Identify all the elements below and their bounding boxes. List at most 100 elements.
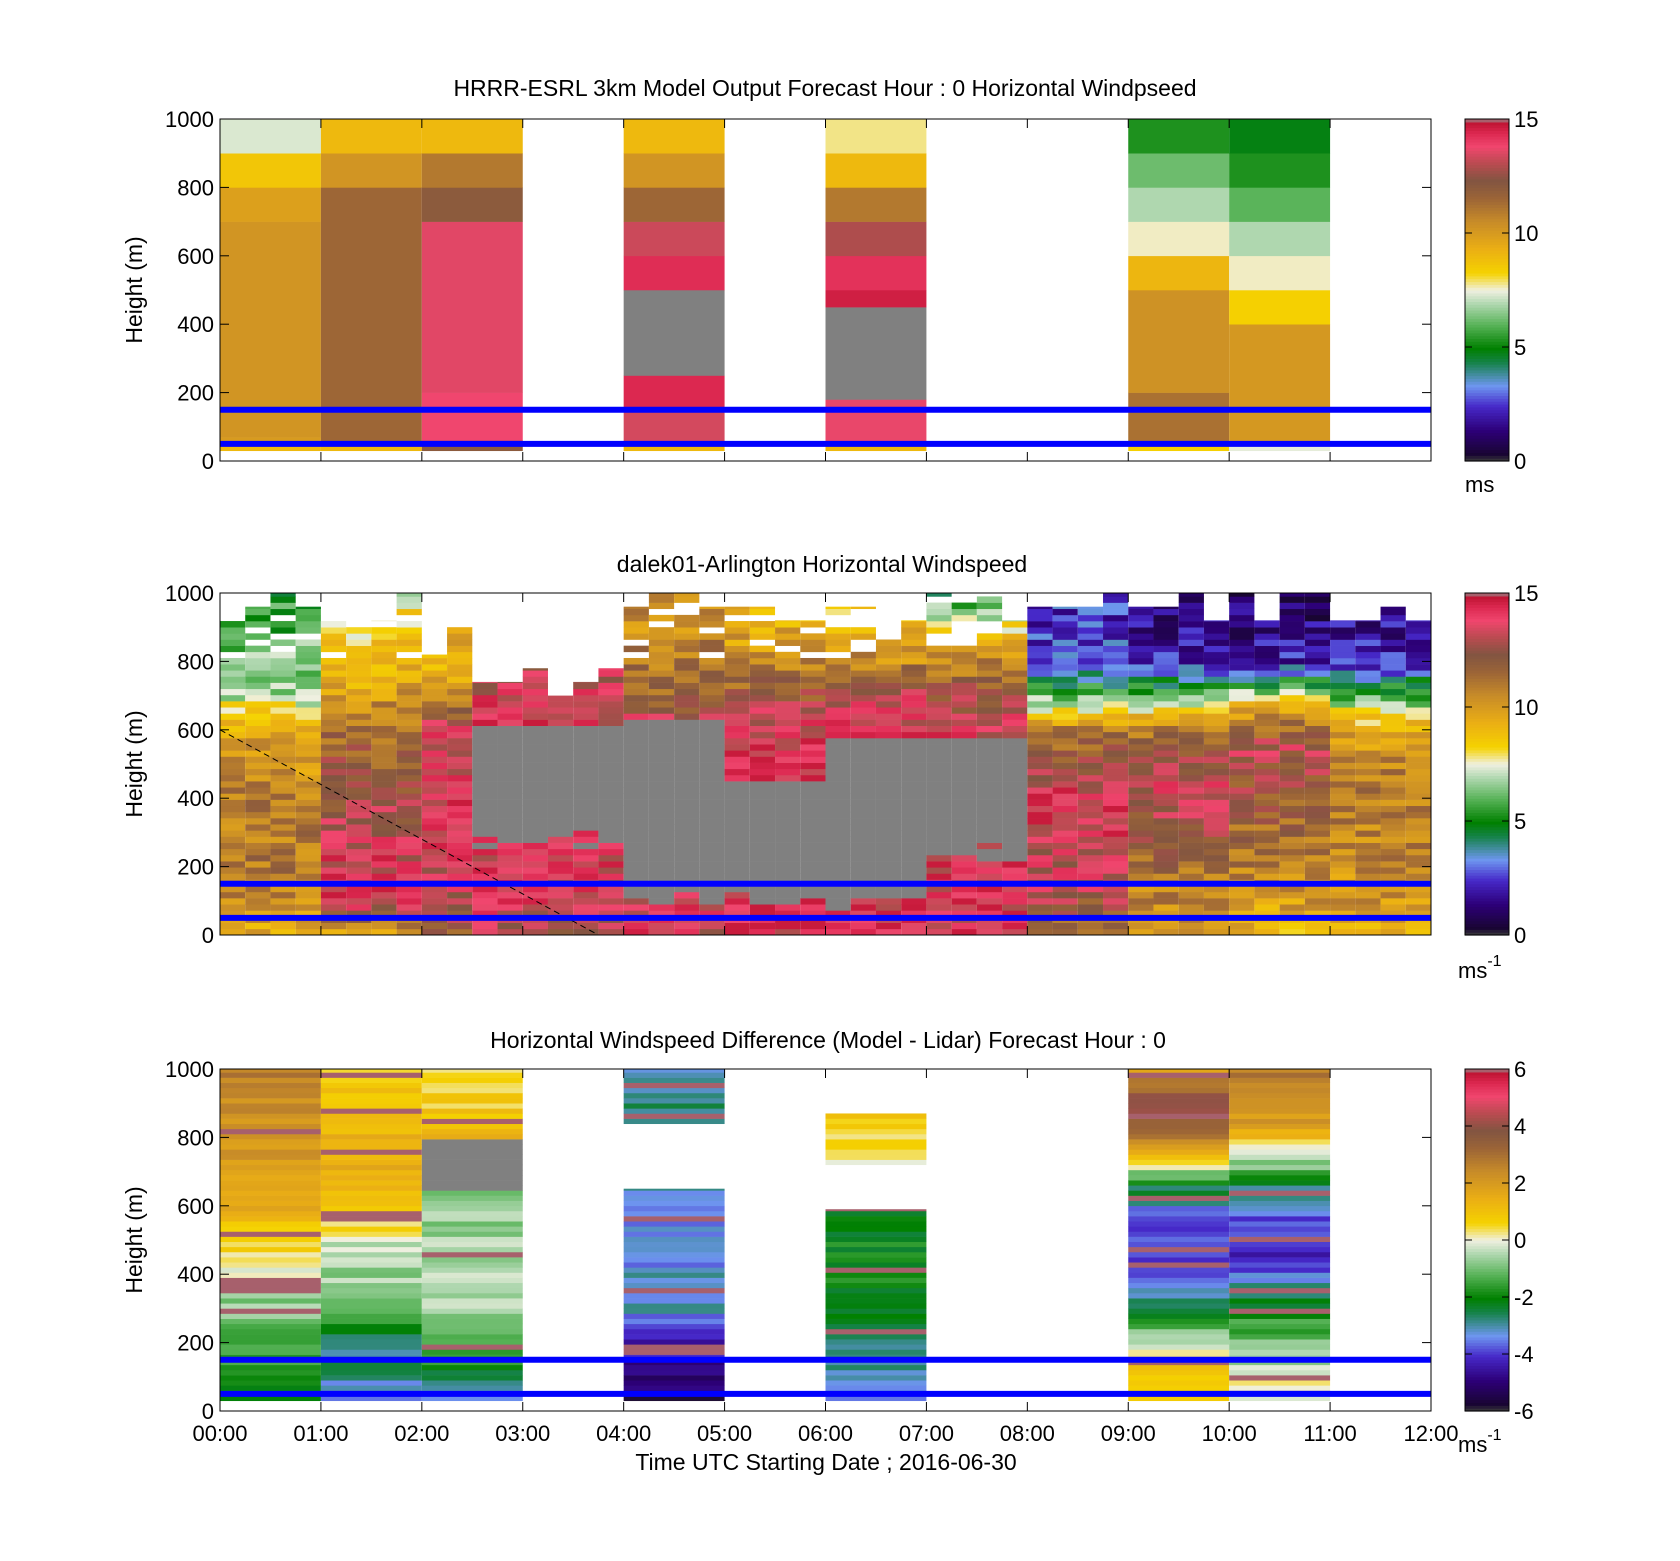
lidar-cell-11-2-18 [1380, 922, 1406, 930]
diff-cell-6-165 [1229, 1349, 1331, 1355]
diff-cell-2-885 [421, 1103, 523, 1109]
diff-cell-2-375 [421, 1277, 523, 1284]
lidar-cell-11-1-216 [1355, 854, 1381, 862]
lidar-cell-1-3-378 [396, 799, 422, 807]
lidar-cell-6-2-810 [875, 651, 902, 659]
lidar-cell-6-1-576 [850, 731, 876, 739]
colorbar-segment [1465, 409, 1509, 414]
colorbar-segment [1465, 1342, 1509, 1347]
lidar-cell-10-3-414 [1304, 787, 1331, 794]
lidar-cell-6-3-396 [901, 793, 927, 800]
colorbar-segment [1465, 221, 1509, 226]
lidar-cell-10-2-288 [1279, 830, 1305, 837]
lidar-cell-11-3-162 [1405, 873, 1431, 880]
lidar-cell-7-1-234 [951, 848, 977, 856]
lidar-cell-8-0-234 [1027, 848, 1053, 856]
diff-cell-3-540 [623, 1221, 725, 1227]
lidar-cell-6-0-612 [825, 719, 851, 726]
lidar-cell-6-3-18 [901, 922, 927, 930]
lidar-cell-6-2-522 [875, 750, 902, 757]
diff-cell-5-750 [1128, 1149, 1230, 1155]
lidar-cell-8-0-378 [1027, 799, 1053, 807]
colorbar-segment [1465, 247, 1509, 251]
colorbar-segment [1465, 278, 1509, 283]
lidar-cell-10-1-162 [1254, 873, 1280, 880]
lidar-cell-3-2-594 [522, 725, 548, 733]
model-cell-1-3 [320, 119, 422, 154]
lidar-cell-10-2-918 [1279, 614, 1305, 622]
model-cell-4-7 [825, 153, 927, 188]
lidar-cell-5-1-648 [749, 707, 776, 714]
lidar-cell-7-2-396 [976, 793, 1003, 800]
lidar-cell-9-2-378 [1178, 799, 1204, 807]
model-cell-0-5 [220, 119, 321, 154]
lidar-cell-11-2-360 [1380, 805, 1406, 813]
lidar-cell-0-1-180 [245, 867, 271, 874]
lidar-cell-8-2-846 [1077, 639, 1104, 646]
lidar-cell-8-0-792 [1027, 657, 1053, 665]
diff-cell-1-975 [320, 1072, 422, 1078]
lidar-cell-1-3-90 [396, 898, 422, 905]
lidar-cell-11-1-378 [1355, 799, 1381, 807]
lidar-cell-9-2-522 [1178, 750, 1204, 757]
lidar-cell-3-2-666 [522, 701, 548, 708]
diff-cell-2-180 [421, 1344, 523, 1350]
lidar-cell-9-1-270 [1153, 836, 1179, 843]
lidar-cell-3-2-468 [522, 768, 548, 776]
lidar-cell-7-0-954 [926, 602, 952, 610]
lidar-cell-6-3-0 [901, 928, 927, 935]
diff-cell-2-390 [421, 1272, 523, 1278]
lidar-cell-5-3-216 [800, 854, 826, 862]
colorbar-segment [1465, 412, 1509, 416]
lidar-cell-0-0-270 [220, 836, 246, 843]
lidar-cell-2-1-468 [447, 768, 473, 776]
diff-cell-6-660 [1229, 1180, 1331, 1186]
colorbar-segment [1465, 1080, 1509, 1084]
lidar-cell-7-3-864 [1002, 633, 1028, 640]
lidar-cell-2-1-594 [447, 725, 473, 733]
diff-cell-1-270 [320, 1313, 422, 1319]
lidar-cell-9-1-198 [1153, 861, 1179, 868]
lidar-cell-8-3-126 [1103, 885, 1129, 893]
lidar-cell-1-0-72 [320, 904, 347, 911]
lidar-cell-10-0-432 [1229, 781, 1255, 788]
lidar-cell-10-2-108 [1279, 891, 1305, 899]
lidar-cell-7-2-216 [976, 854, 1003, 862]
lidar-cell-0-0-630 [220, 713, 246, 720]
lidar-cell-6-0-108 [825, 891, 851, 899]
lidar-cell-6-1-540 [850, 744, 876, 751]
lidar-cell-7-2-270 [976, 836, 1003, 843]
lidar-cell-2-1-882 [447, 627, 473, 634]
lidar-cell-4-2-450 [674, 774, 700, 782]
lidar-cell-10-1-846 [1254, 639, 1280, 646]
diff-cell-4-75 [825, 1380, 927, 1386]
lidar-cell-6-0-72 [825, 904, 851, 911]
lidar-cell-11-2-594 [1380, 725, 1406, 733]
colorbar-segment [1465, 863, 1509, 868]
lidar-cell-3-0-702 [472, 688, 498, 696]
colorbar-segment [1465, 1217, 1509, 1221]
lidar-cell-4-2-126 [674, 885, 700, 893]
lidar-cell-10-1-54 [1254, 910, 1280, 917]
diff-cell-1-390 [320, 1272, 422, 1278]
y-tick-label: 0 [202, 449, 214, 474]
lidar-cell-10-1-72 [1254, 904, 1280, 911]
diff-cell-1-570 [320, 1210, 422, 1217]
lidar-cell-11-2-216 [1380, 854, 1406, 862]
lidar-cell-5-3-612 [800, 719, 826, 726]
lidar-cell-7-1-342 [951, 811, 977, 819]
lidar-cell-3-0-396 [472, 793, 498, 800]
lidar-cell-1-3-486 [396, 762, 422, 770]
lidar-cell-7-2-432 [976, 781, 1003, 788]
colorbar-segment [1465, 801, 1509, 805]
lidar-cell-0-0-324 [220, 818, 246, 825]
lidar-cell-6-2-450 [875, 774, 902, 782]
lidar-cell-5-1-576 [749, 731, 776, 739]
lidar-cell-8-1-738 [1052, 676, 1078, 683]
colorbar-segment [1465, 281, 1509, 285]
lidar-cell-10-2-0 [1279, 928, 1305, 935]
lidar-cell-1-3-252 [396, 842, 422, 850]
lidar-cell-4-0-270 [623, 836, 649, 843]
lidar-cell-0-0-108 [220, 891, 246, 899]
colorbar-segment [1465, 178, 1509, 183]
